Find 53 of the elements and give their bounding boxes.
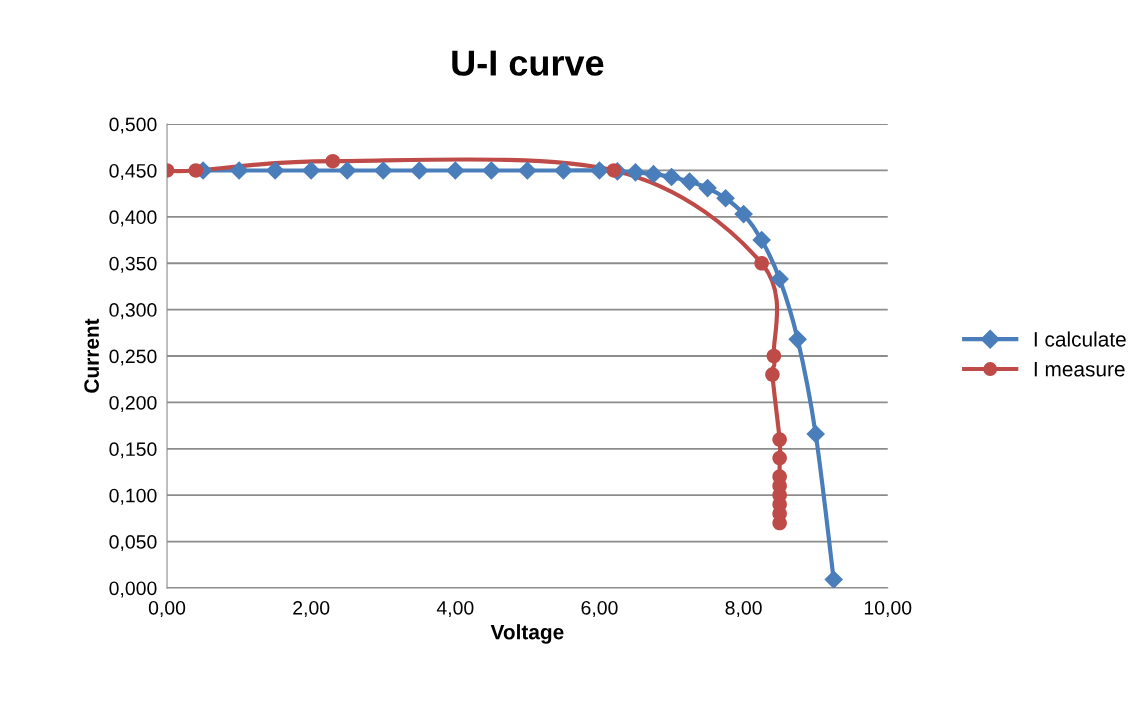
chart-title: U-I curve xyxy=(452,50,604,76)
y-tick-label: 0,100 xyxy=(109,488,157,505)
point xyxy=(482,161,501,180)
point xyxy=(590,161,609,180)
y-axis-title: Current xyxy=(84,318,99,393)
point xyxy=(680,172,699,191)
point xyxy=(301,161,321,180)
x-tick-label: 8,00 xyxy=(725,600,762,618)
x-tick-label: 10,00 xyxy=(864,600,912,618)
point xyxy=(644,164,663,184)
point xyxy=(716,188,735,208)
y-tick-label: 0,250 xyxy=(109,349,157,366)
legend-label: I measure xyxy=(1034,362,1125,377)
point xyxy=(446,161,465,180)
x-tick-label: 2,00 xyxy=(293,600,330,618)
point xyxy=(265,161,285,180)
point xyxy=(409,161,429,180)
x-tick-label: 6,00 xyxy=(581,600,618,618)
point xyxy=(626,163,645,182)
x-tick-label: 0,00 xyxy=(148,600,186,618)
point xyxy=(698,178,717,198)
point xyxy=(325,153,341,169)
point xyxy=(765,367,780,382)
point xyxy=(772,450,787,466)
y-tick-label: 0,050 xyxy=(109,535,157,552)
point xyxy=(662,167,681,187)
x-tick-label: 4,00 xyxy=(436,600,474,618)
point xyxy=(824,570,844,588)
point xyxy=(770,269,789,289)
y-tick-label: 0,400 xyxy=(109,210,157,227)
point xyxy=(734,204,753,224)
point xyxy=(373,161,393,180)
y-tick-label: 0,450 xyxy=(109,163,157,180)
point xyxy=(518,161,537,180)
point xyxy=(229,161,249,180)
point xyxy=(752,230,771,250)
point xyxy=(772,432,787,447)
point xyxy=(188,163,204,178)
y-tick-label: 0,000 xyxy=(109,581,157,598)
legend-label: I calculate xyxy=(1034,331,1126,347)
point xyxy=(554,161,573,180)
point xyxy=(766,348,782,364)
y-tick-label: 0,300 xyxy=(109,303,157,320)
y-tick-label: 0,150 xyxy=(109,442,157,459)
y-tick-label: 0,200 xyxy=(109,395,157,412)
point xyxy=(788,330,807,349)
point xyxy=(806,424,825,444)
point xyxy=(606,163,622,178)
y-tick-label: 0,500 xyxy=(109,117,157,134)
x-axis-title: Voltage xyxy=(490,624,564,644)
point xyxy=(754,255,769,271)
point xyxy=(337,161,357,180)
y-tick-label: 0,350 xyxy=(109,256,157,273)
